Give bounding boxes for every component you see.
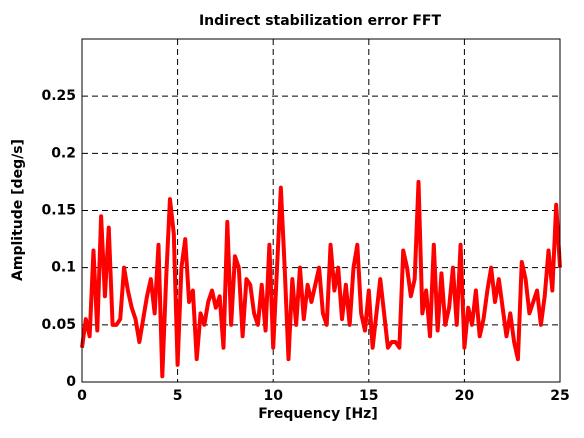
x-tick-label: 25 <box>550 388 569 404</box>
x-axis-label: Frequency [Hz] <box>258 406 377 422</box>
chart-title: Indirect stabilization error FFT <box>199 13 442 29</box>
data-line <box>80 179 562 379</box>
y-tick-label: 0.2 <box>51 145 76 161</box>
x-tick-label: 20 <box>455 388 475 404</box>
y-axis-label: Amplitude [deg/s] <box>10 139 26 281</box>
x-tick-label: 0 <box>77 388 87 404</box>
plot-frame <box>81 38 561 383</box>
y-tick-label: 0.15 <box>41 203 76 219</box>
y-tick-label: 0 <box>66 374 76 390</box>
y-tick-label: 0.05 <box>41 317 76 333</box>
y-tick-label: 0.25 <box>41 88 76 104</box>
x-tick-label: 15 <box>359 388 378 404</box>
y-tick-label: 0.1 <box>51 260 76 276</box>
x-tick-label: 10 <box>263 388 283 404</box>
x-tick-label: 5 <box>173 388 183 404</box>
